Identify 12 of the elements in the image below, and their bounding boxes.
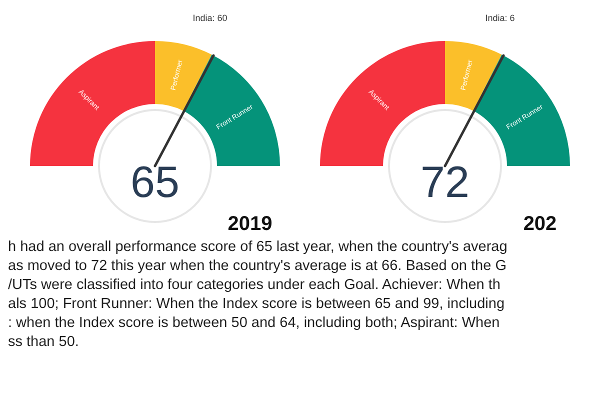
text: ss than 50. (8, 333, 80, 352)
text: India: 60 (192, 13, 228, 23)
text: 2019 (228, 213, 272, 235)
text: 65 (130, 158, 180, 207)
text: /UTs were classified into four categories under each Goal. Achiever: When th (8, 276, 502, 295)
text: India: 6 (485, 13, 515, 23)
text: as moved to 72 this year when the country's average is at 66. Based on the G (8, 257, 508, 276)
text: : when the Index score is between 50 and 64, including both; Aspirant: When (8, 314, 501, 333)
text: 72 (420, 158, 470, 207)
text: als 100; Front Runner: When the Index score is between 65 and 99, including (8, 295, 506, 314)
text: h had an overall performance score of 65 last year, when the country's averag (8, 238, 508, 257)
text: 202 (523, 213, 557, 235)
